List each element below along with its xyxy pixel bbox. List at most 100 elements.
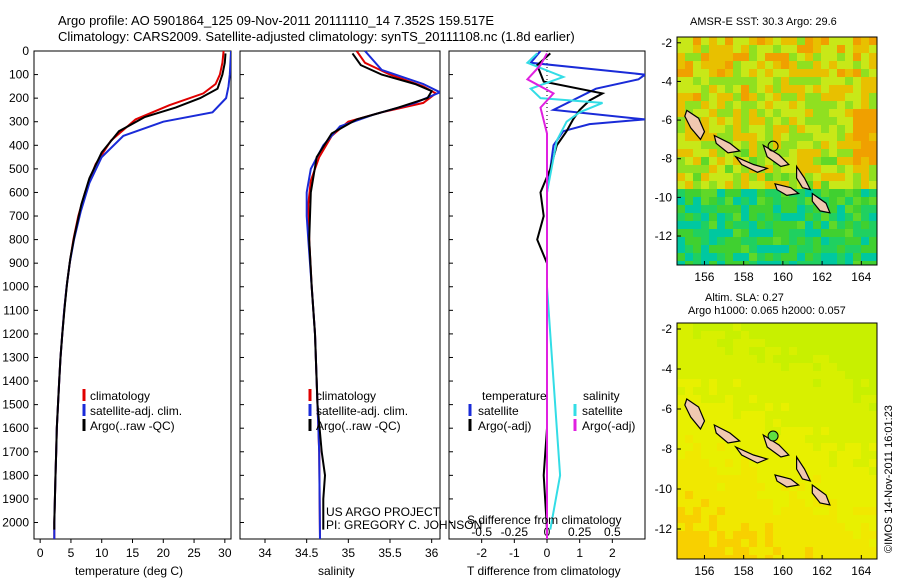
- map-cell: [677, 331, 685, 339]
- map-cell: [757, 229, 765, 237]
- y-tick-label: 1000: [2, 280, 29, 294]
- map-cell: [813, 157, 821, 165]
- map-frame: [676, 36, 878, 266]
- map-cell: [829, 331, 837, 339]
- map-cell: [741, 379, 749, 387]
- map-cell: [813, 339, 821, 347]
- map-cell: [733, 149, 741, 157]
- map-cell: [725, 411, 733, 419]
- map-cell: [709, 411, 717, 419]
- map-cell: [733, 339, 741, 347]
- map-cell: [781, 149, 789, 157]
- map-cell: [685, 483, 693, 491]
- map-cell: [781, 197, 789, 205]
- map-cell: [797, 411, 805, 419]
- map-cell: [861, 93, 869, 101]
- map-cell: [685, 371, 693, 379]
- map-cell: [741, 37, 749, 45]
- map-cell: [781, 117, 789, 125]
- map-cell: [709, 157, 717, 165]
- map-cell: [765, 363, 773, 371]
- map-cell: [853, 395, 861, 403]
- map-cell: [685, 189, 693, 197]
- map-cell: [741, 435, 749, 443]
- map-cell: [717, 85, 725, 93]
- map-cell: [813, 387, 821, 395]
- map-cell: [837, 507, 845, 515]
- series-line: [308, 52, 434, 530]
- map-cell: [709, 53, 717, 61]
- map-cell: [781, 331, 789, 339]
- map-cell: [869, 523, 877, 531]
- map-cell: [765, 181, 773, 189]
- map-cell: [765, 419, 773, 427]
- map-cell: [869, 459, 877, 467]
- map-cell: [765, 331, 773, 339]
- map-cell: [861, 157, 869, 165]
- map-cell: [797, 323, 805, 331]
- map-cell: [813, 443, 821, 451]
- map-cell: [869, 261, 877, 265]
- map-cell: [789, 435, 797, 443]
- map-cell: [757, 213, 765, 221]
- map-cell: [749, 93, 757, 101]
- map-cell: [701, 261, 709, 265]
- map-cell: [765, 379, 773, 387]
- island: [795, 454, 812, 482]
- map-cell: [765, 133, 773, 141]
- plot-salinity: 34 34.5 35 35.5 36climatologysatellite-adj. …: [239, 50, 441, 560]
- map-cell: [757, 411, 765, 419]
- map-cell: [829, 77, 837, 85]
- map-cell: [829, 45, 837, 53]
- y-tick-label: 1600: [2, 421, 29, 435]
- map-cell: [773, 117, 781, 125]
- map-cell: [749, 253, 757, 261]
- map-cell: [773, 229, 781, 237]
- map-cell: [749, 53, 757, 61]
- map-cell: [861, 61, 869, 69]
- map-cell: [757, 499, 765, 507]
- map-cell: [789, 443, 797, 451]
- map-cell: [781, 499, 789, 507]
- map-cell: [821, 45, 829, 53]
- map-cell: [805, 109, 813, 117]
- map-cell: [829, 197, 837, 205]
- map-cell: [773, 451, 781, 459]
- map-cell: [829, 395, 837, 403]
- map-cell: [837, 435, 845, 443]
- map-cell: [709, 165, 717, 173]
- map-cell: [821, 61, 829, 69]
- map-cell: [869, 133, 877, 141]
- map-cell: [725, 61, 733, 69]
- map-cell: [749, 339, 757, 347]
- map-cell: [677, 403, 685, 411]
- map-cell: [829, 93, 837, 101]
- map-cell: [749, 539, 757, 547]
- map-cell: [821, 435, 829, 443]
- map-cell: [805, 237, 813, 245]
- map-cell: [725, 45, 733, 53]
- map-cell: [789, 69, 797, 77]
- x-tick-label: 0: [544, 546, 551, 560]
- map-cell: [861, 411, 869, 419]
- map-cell: [717, 197, 725, 205]
- map-cell: [869, 411, 877, 419]
- map-cell: [709, 451, 717, 459]
- map-cell: [717, 323, 725, 331]
- map-cell: [869, 499, 877, 507]
- header-line-1: Argo profile: AO 5901864_125 09-Nov-2011…: [58, 13, 495, 28]
- map-cell: [797, 531, 805, 539]
- map-cell: [845, 205, 853, 213]
- map-cell: [829, 507, 837, 515]
- map-cell: [869, 547, 877, 555]
- map-cell: [853, 181, 861, 189]
- map-cell: [741, 261, 749, 265]
- map-cell: [725, 491, 733, 499]
- map-cell: [701, 531, 709, 539]
- map-cell: [805, 355, 813, 363]
- map-cell: [789, 85, 797, 93]
- map-cell: [773, 253, 781, 261]
- map-cell: [733, 363, 741, 371]
- map-cell: [757, 149, 765, 157]
- map-cell: [853, 213, 861, 221]
